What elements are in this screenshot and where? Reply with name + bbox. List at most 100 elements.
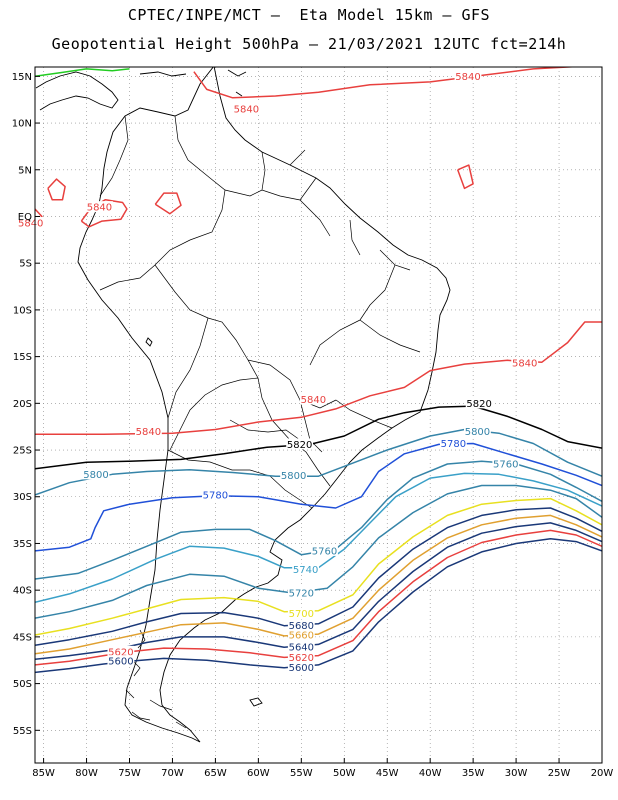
contour-label: 5820	[287, 440, 312, 451]
contour-label: 5780	[441, 439, 466, 450]
contour-label: 5620	[108, 647, 133, 658]
contour-label: 5800	[83, 470, 108, 481]
lat-tick-label: 15S	[13, 352, 32, 363]
contour-line-edge	[35, 68, 130, 78]
lon-tick-label: 80W	[75, 768, 98, 779]
contour-label-background	[86, 201, 113, 213]
axis-ticks: 15N 10N 5N EQ 5S 10S 15S 20S 25S 30S 35S 40S 45S 50S 5…	[12, 72, 614, 779]
south-america-coastline	[77, 67, 451, 743]
contour-label: 5800	[281, 471, 306, 482]
contour-label-background	[287, 651, 315, 663]
contour-label: 5620	[289, 653, 314, 664]
contour-label-background	[287, 607, 315, 619]
contour-label-background	[439, 437, 467, 449]
contour-label: 5740	[293, 565, 318, 576]
contour-line-5700	[35, 497, 602, 636]
contour-label: 5680	[289, 621, 314, 632]
contour-label: 5840	[18, 219, 43, 230]
contour-label: 5700	[289, 609, 314, 620]
lon-tick-label: 60W	[247, 768, 270, 779]
contour-label: 5600	[108, 657, 133, 668]
lon-tick-label: 85W	[32, 768, 55, 779]
lon-tick-label: 70W	[161, 768, 184, 779]
lat-tick-label: 10N	[12, 119, 32, 130]
lat-tick-label: 10S	[13, 305, 32, 316]
contour-label: 5600	[289, 663, 314, 674]
lon-tick-label: 20W	[591, 768, 614, 779]
caribbean-islands	[139, 69, 247, 97]
lat-tick-label: 30S	[13, 492, 32, 503]
contour-label-background	[135, 425, 162, 437]
lat-tick-label: 20S	[13, 399, 32, 410]
contour-label: 5660	[289, 631, 314, 642]
contour-label: 5840	[512, 359, 537, 370]
contour-label: 5840	[234, 105, 259, 116]
contour-label-background	[287, 629, 315, 641]
contour-label: 5760	[493, 460, 518, 471]
contour-line-5760	[35, 460, 602, 580]
contour-label-background	[202, 488, 229, 500]
contour-label: 5640	[289, 643, 314, 654]
contour-labels: 5840 5840 5840 5840 5840 5840 5840 5820 5820 5800…	[17, 70, 539, 674]
contour-label-background	[280, 469, 307, 481]
contour-line-5840	[154, 192, 182, 215]
contour-label: 5840	[87, 203, 112, 214]
contour-line-5640	[35, 522, 602, 661]
map-title-line-1: CPTEC/INPE/MCT – Eta Model 15km – GFS	[127, 6, 491, 24]
lon-tick-label: 45W	[376, 768, 399, 779]
lon-tick-label: 75W	[118, 768, 141, 779]
patagonia-fjords	[125, 629, 187, 729]
contour-label: 5820	[466, 399, 491, 410]
contour-label-background	[287, 641, 315, 653]
falkland-islands	[249, 697, 263, 707]
contour-label: 5840	[136, 427, 161, 438]
lat-tick-label: 45S	[13, 632, 32, 643]
contour-line-5840	[47, 178, 66, 201]
lon-tick-label: 55W	[290, 768, 313, 779]
central-america-coastline	[35, 71, 119, 111]
contour-label: 5800	[465, 427, 490, 438]
lat-tick-label: 55S	[13, 726, 32, 737]
lon-tick-label: 40W	[419, 768, 442, 779]
contour-line-5720	[35, 484, 602, 619]
lat-tick-label: 40S	[13, 586, 32, 597]
lon-tick-label: 50W	[333, 768, 356, 779]
contour-line-5800	[35, 428, 602, 496]
contour-label-background	[292, 563, 320, 575]
contour-line-5840	[193, 67, 582, 99]
contour-label-background	[286, 438, 313, 450]
contour-line-5840	[35, 321, 602, 435]
contour-line-5780	[35, 442, 602, 552]
contour-label-background	[82, 468, 110, 480]
contour-label-background	[287, 586, 315, 598]
lat-tick-label: 50S	[13, 679, 32, 690]
contour-label-background	[107, 645, 135, 657]
contour-label-background	[232, 103, 260, 115]
map-frame	[34, 66, 603, 764]
lon-tick-label: 25W	[548, 768, 571, 779]
country-borders	[99, 115, 421, 509]
contour-line-5820	[35, 405, 602, 470]
contour-label: 5720	[289, 588, 314, 599]
lat-tick-label: 35S	[13, 539, 32, 550]
lon-tick-label: 35W	[462, 768, 485, 779]
contour-label-background	[287, 619, 315, 631]
contour-line-5680	[35, 507, 602, 647]
lat-tick-label: 5S	[19, 259, 32, 270]
contour-label-background	[492, 458, 520, 470]
contour-label-background	[465, 397, 493, 409]
contour-label-background	[511, 357, 539, 369]
contour-label: 5760	[312, 546, 337, 557]
lat-tick-label: 15N	[12, 72, 32, 83]
lon-tick-label: 65W	[204, 768, 227, 779]
lat-tick-label: 25S	[13, 446, 32, 457]
map-title-line-2: Geopotential Height 500hPa – 21/03/2021 …	[51, 35, 567, 53]
contour-label: 5840	[301, 395, 326, 406]
contour-label-background	[287, 661, 315, 673]
contour-line-5660	[35, 514, 602, 655]
contour-label-background	[311, 544, 338, 556]
contour-line-5740	[35, 472, 602, 604]
contour-label: 5840	[455, 72, 480, 83]
lon-tick-label: 30W	[505, 768, 528, 779]
